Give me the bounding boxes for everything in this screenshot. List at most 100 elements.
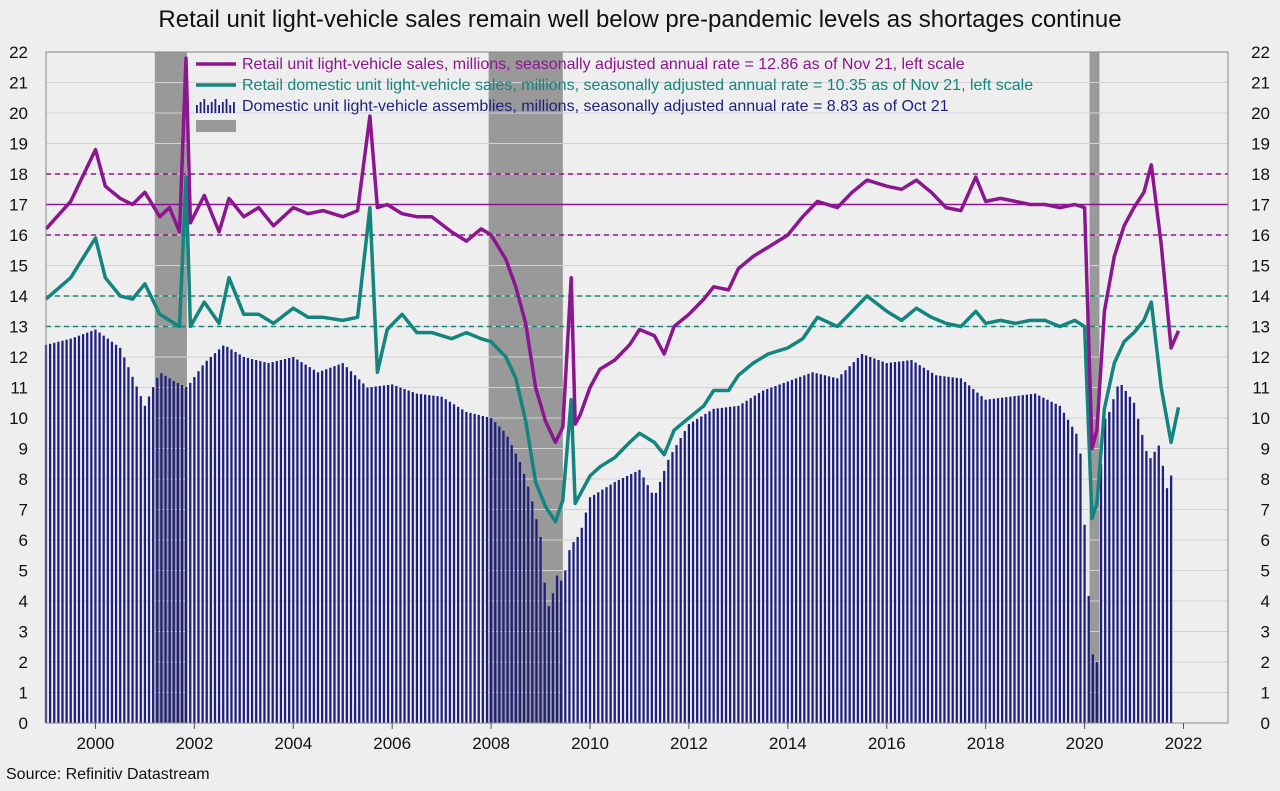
assembly-bar-151 xyxy=(667,459,670,723)
assembly-bar-173 xyxy=(757,393,761,723)
assembly-bar-194 xyxy=(844,370,847,723)
assembly-bar-259 xyxy=(1112,399,1115,723)
legend-label-retail_domestic: Retail domestic unit light-vehicle sales… xyxy=(242,77,1033,94)
legend: Retail unit light-vehicle sales, million… xyxy=(196,56,1033,132)
assembly-bar-36 xyxy=(193,377,196,723)
legend-swatch-bar-4 xyxy=(210,102,213,113)
assembly-bar-242 xyxy=(1042,397,1045,723)
series-line-retail_domestic xyxy=(44,175,1181,524)
y-tick-right-15: 15 xyxy=(1251,257,1270,276)
x-tick-2018: 2018 xyxy=(967,734,1005,753)
assembly-bar-38 xyxy=(201,365,204,723)
assembly-bar-258 xyxy=(1108,411,1111,723)
assembly-bar-7 xyxy=(73,337,76,723)
y-tick-left-12: 12 xyxy=(9,348,28,367)
assembly-bar-176 xyxy=(770,387,773,723)
assembly-bar-150 xyxy=(663,470,666,723)
assembly-bar-204 xyxy=(885,363,888,723)
assembly-bar-107 xyxy=(485,416,489,723)
assembly-bar-169 xyxy=(741,403,744,723)
assembly-bar-247 xyxy=(1062,412,1066,723)
assembly-bar-13 xyxy=(98,332,101,723)
assembly-bar-39 xyxy=(205,360,208,723)
assembly-bar-219 xyxy=(947,376,950,723)
assembly-bar-4 xyxy=(61,340,64,723)
assembly-bar-63 xyxy=(304,364,307,723)
legend-swatch-bar-7 xyxy=(221,102,224,113)
assembly-bar-25 xyxy=(147,396,151,723)
assembly-bar-57 xyxy=(279,360,283,723)
assembly-bar-51 xyxy=(255,360,258,723)
assembly-bar-179 xyxy=(782,382,785,723)
assembly-bar-30 xyxy=(168,378,171,723)
assembly-bar-238 xyxy=(1025,394,1029,723)
assembly-bar-105 xyxy=(477,414,480,723)
x-tick-2010: 2010 xyxy=(571,734,609,753)
y-tick-left-10: 10 xyxy=(9,409,28,428)
assembly-bar-248 xyxy=(1066,419,1070,723)
assembly-bar-257 xyxy=(1104,418,1107,723)
assembly-bar-240 xyxy=(1033,393,1037,723)
y-tick-right-6: 6 xyxy=(1261,531,1270,550)
y-tick-right-8: 8 xyxy=(1261,470,1270,489)
assembly-bar-195 xyxy=(848,366,851,723)
assembly-bar-236 xyxy=(1017,395,1020,723)
assembly-bar-249 xyxy=(1071,426,1074,723)
assembly-bar-112 xyxy=(506,436,509,723)
assembly-bar-61 xyxy=(296,359,299,723)
assembly-bar-42 xyxy=(217,349,221,723)
assembly-bar-184 xyxy=(803,375,806,723)
assembly-bar-189 xyxy=(823,375,827,723)
assembly-bar-138 xyxy=(613,482,616,723)
assembly-bar-228 xyxy=(984,399,987,723)
assembly-bar-167 xyxy=(733,406,736,723)
assembly-bar-77 xyxy=(362,383,365,723)
assembly-bar-32 xyxy=(176,383,180,723)
y-tick-left-7: 7 xyxy=(19,501,28,520)
assembly-bar-31 xyxy=(172,380,175,723)
assembly-bar-226 xyxy=(976,392,979,723)
x-tick-2004: 2004 xyxy=(274,734,312,753)
y-tick-left-21: 21 xyxy=(9,74,28,93)
assembly-bar-144 xyxy=(638,469,641,723)
assembly-bar-90 xyxy=(415,393,419,723)
assembly-bar-128 xyxy=(572,542,575,723)
y-tick-left-8: 8 xyxy=(19,470,28,489)
y-tick-left-6: 6 xyxy=(19,531,28,550)
assembly-bar-136 xyxy=(605,487,608,723)
y-tick-right-14: 14 xyxy=(1251,287,1270,306)
assembly-bar-49 xyxy=(246,358,250,723)
assembly-bar-178 xyxy=(778,384,781,723)
assembly-bar-73 xyxy=(345,367,348,723)
assembly-bar-153 xyxy=(675,445,678,723)
assembly-bar-93 xyxy=(428,395,431,723)
assembly-bar-130 xyxy=(580,527,583,723)
assembly-bar-54 xyxy=(267,363,270,723)
assembly-bar-111 xyxy=(502,430,505,723)
assembly-bar-2 xyxy=(53,342,56,723)
assembly-bar-246 xyxy=(1058,405,1061,723)
assembly-bar-252 xyxy=(1083,524,1086,723)
assembly-bar-191 xyxy=(832,377,835,723)
assembly-bar-99 xyxy=(452,404,456,723)
assembly-bar-271 xyxy=(1161,465,1165,723)
assembly-bar-218 xyxy=(943,376,946,723)
assembly-bar-66 xyxy=(316,372,320,723)
assembly-bar-141 xyxy=(625,475,629,723)
assembly-bar-110 xyxy=(498,426,501,723)
y-tick-left-13: 13 xyxy=(9,318,28,337)
assembly-bar-12 xyxy=(94,329,97,723)
assembly-bar-59 xyxy=(288,358,291,723)
legend-swatch-recession xyxy=(196,120,236,132)
assembly-bar-140 xyxy=(621,477,625,723)
legend-swatch-bar-2 xyxy=(203,99,206,113)
assembly-bar-250 xyxy=(1075,433,1078,723)
x-tick-2022: 2022 xyxy=(1165,734,1203,753)
assembly-bar-186 xyxy=(811,372,814,723)
assembly-bar-88 xyxy=(407,390,410,723)
assembly-bar-229 xyxy=(988,399,991,723)
assembly-bar-100 xyxy=(457,406,460,723)
assembly-bar-154 xyxy=(679,438,682,723)
assembly-bar-65 xyxy=(312,369,316,723)
